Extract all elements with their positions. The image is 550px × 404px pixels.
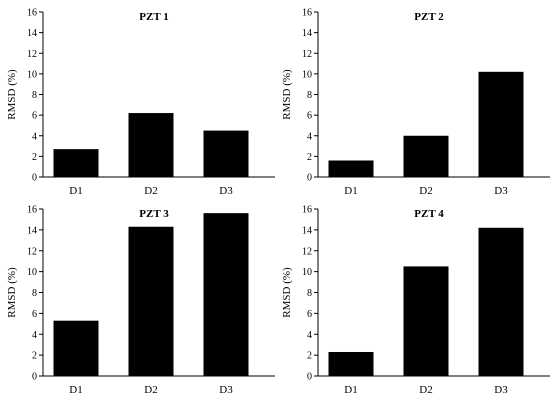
- y-tick-label: 14: [27, 28, 37, 39]
- y-axis-title: RMSD (%): [6, 69, 18, 120]
- y-tick-label: 14: [27, 225, 37, 236]
- chart-panel-1: 0 2 4 6 8 10 12 14 16 D1 D2 D3 PZT 1 RMSD (%): [6, 8, 275, 197]
- y-tick-label: 4: [307, 330, 312, 341]
- y-tick-label: 10: [27, 267, 37, 278]
- y-tick-label: 2: [32, 152, 37, 163]
- y-tick-label: 2: [307, 152, 312, 163]
- y-axis-title: RMSD (%): [6, 267, 18, 318]
- panel-title: PZT 4: [414, 208, 444, 220]
- bar-d3: [203, 130, 249, 177]
- bar-d2: [128, 113, 174, 177]
- x-tick-label: D1: [344, 185, 357, 197]
- y-tick-label: 6: [307, 309, 312, 320]
- panel-title: PZT 2: [414, 11, 444, 23]
- y-tick-label: 10: [302, 267, 312, 278]
- x-tick-label: D1: [344, 384, 357, 396]
- y-tick-label: 0: [32, 372, 37, 383]
- x-tick-label: D2: [419, 185, 432, 197]
- chart-panel-3: 0 2 4 6 8 10 12 14 16 D1 D2 D3 PZT 3 RMSD (%): [6, 205, 275, 396]
- y-tick-label: 16: [302, 205, 312, 216]
- bar-d3: [203, 213, 249, 376]
- y-tick-label: 8: [307, 288, 312, 299]
- x-tick-label: D3: [219, 185, 233, 197]
- y-tick-label: 6: [32, 111, 37, 122]
- x-tick-label: D2: [419, 384, 432, 396]
- y-tick-label: 14: [302, 28, 312, 39]
- bar-d3: [478, 227, 524, 376]
- y-tick-label: 0: [307, 173, 312, 184]
- x-tick-label: D3: [219, 384, 233, 396]
- bar-d1: [53, 149, 99, 177]
- x-tick-label: D2: [144, 384, 157, 396]
- y-tick-label: 6: [32, 309, 37, 320]
- bar-d2: [403, 135, 449, 177]
- y-axis-title: RMSD (%): [281, 267, 293, 318]
- y-tick-label: 10: [302, 69, 312, 80]
- y-tick-label: 8: [32, 90, 37, 101]
- y-tick-label: 14: [302, 225, 312, 236]
- y-tick-label: 6: [307, 111, 312, 122]
- y-tick-label: 4: [32, 131, 37, 142]
- y-tick-label: 0: [307, 372, 312, 383]
- y-tick-label: 8: [307, 90, 312, 101]
- y-tick-label: 4: [307, 131, 312, 142]
- panel-title: PZT 3: [139, 208, 169, 220]
- y-tick-label: 12: [302, 246, 312, 257]
- bar-d2: [403, 266, 449, 376]
- y-axis-title: RMSD (%): [281, 69, 293, 120]
- bar-d1: [328, 351, 374, 376]
- y-tick-label: 12: [27, 246, 37, 257]
- y-tick-label: 16: [27, 205, 37, 216]
- y-tick-label: 10: [27, 69, 37, 80]
- y-tick-label: 16: [302, 8, 312, 19]
- y-tick-label: 12: [302, 49, 312, 60]
- panel-title: PZT 1: [139, 11, 168, 23]
- bar-d1: [53, 320, 99, 376]
- bar-d2: [128, 226, 174, 376]
- bar-d1: [328, 160, 374, 177]
- y-tick-label: 8: [32, 288, 37, 299]
- x-tick-label: D2: [144, 185, 157, 197]
- x-tick-label: D3: [494, 384, 508, 396]
- y-tick-label: 0: [32, 173, 37, 184]
- chart-panel-4: 0 2 4 6 8 10 12 14 16 D1 D2 D3 PZT 4 RMSD (%): [281, 205, 550, 396]
- y-tick-label: 12: [27, 49, 37, 60]
- y-tick-label: 16: [27, 8, 37, 19]
- chart-panel-2: 0 2 4 6 8 10 12 14 16 D1 D2 D3 PZT 2 RMSD (%): [281, 8, 550, 197]
- x-tick-label: D1: [69, 185, 82, 197]
- y-tick-label: 2: [32, 351, 37, 362]
- bar-d3: [478, 71, 524, 177]
- y-tick-label: 4: [32, 330, 37, 341]
- x-tick-label: D3: [494, 185, 508, 197]
- x-tick-label: D1: [69, 384, 82, 396]
- y-tick-label: 2: [307, 351, 312, 362]
